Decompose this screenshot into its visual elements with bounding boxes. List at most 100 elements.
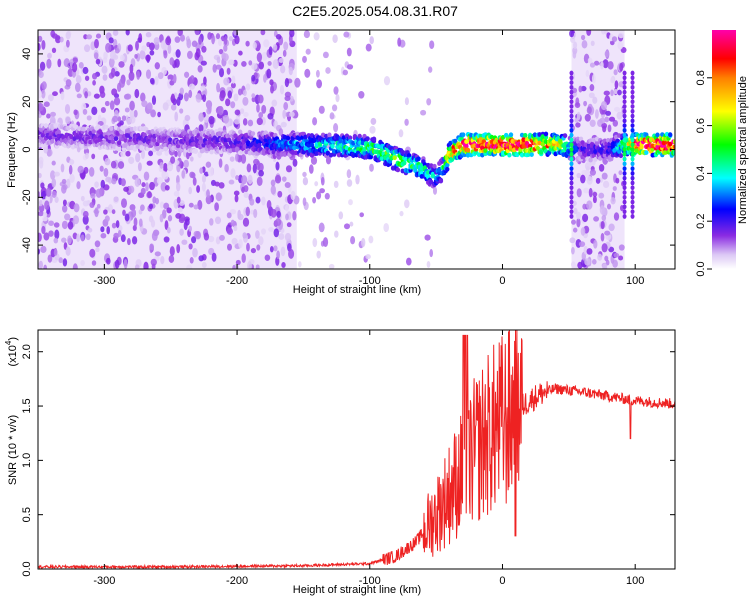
noise-speckle bbox=[258, 236, 264, 246]
edge-streak-point bbox=[569, 108, 574, 114]
y-tick-label: 0 bbox=[21, 146, 33, 152]
noise-speckle bbox=[222, 114, 230, 124]
noise-speckle bbox=[38, 70, 44, 79]
noise-speckle bbox=[80, 234, 85, 242]
noise-speckle bbox=[106, 257, 111, 265]
noise-speckle bbox=[589, 62, 596, 68]
noise-speckle bbox=[261, 51, 268, 61]
noise-speckle bbox=[198, 112, 204, 122]
noise-speckle bbox=[168, 255, 175, 263]
noise-speckle bbox=[237, 88, 243, 96]
edge-streak-point bbox=[622, 204, 627, 210]
noise-speckle bbox=[594, 109, 599, 119]
noise-speckle bbox=[426, 260, 431, 268]
noise-speckle bbox=[188, 225, 193, 232]
edge-streak-point bbox=[569, 161, 574, 167]
noise-speckle bbox=[41, 225, 46, 235]
noise-speckle bbox=[602, 180, 610, 189]
noise-speckle bbox=[104, 157, 111, 166]
noise-speckle bbox=[216, 56, 221, 64]
noise-speckle bbox=[237, 213, 244, 221]
noise-speckle bbox=[275, 34, 282, 40]
noise-speckle bbox=[243, 111, 249, 118]
noise-speckle bbox=[273, 245, 278, 252]
noise-speckle bbox=[355, 174, 360, 185]
noise-speckle bbox=[235, 259, 241, 265]
noise-speckle bbox=[228, 179, 235, 185]
ridge-point bbox=[207, 137, 213, 142]
edge-streak-point bbox=[630, 104, 635, 109]
edge-streak-point bbox=[569, 156, 574, 162]
noise-speckle bbox=[270, 185, 276, 195]
noise-speckle bbox=[46, 148, 53, 157]
noise-speckle bbox=[80, 195, 85, 202]
noise-speckle bbox=[574, 102, 581, 108]
edge-streak-point bbox=[622, 80, 627, 85]
noise-speckle bbox=[53, 248, 58, 256]
edge-streak-point bbox=[569, 94, 574, 100]
noise-speckle bbox=[46, 58, 52, 69]
noise-speckle bbox=[154, 75, 159, 86]
noise-speckle bbox=[146, 102, 153, 113]
noise-speckle bbox=[358, 91, 365, 99]
noise-speckle bbox=[157, 111, 161, 118]
noise-speckle bbox=[137, 37, 142, 43]
noise-speckle bbox=[121, 115, 127, 122]
noise-speckle bbox=[256, 117, 263, 126]
y-tick-label: 20 bbox=[21, 96, 33, 108]
noise-speckle bbox=[586, 30, 592, 36]
noise-speckle bbox=[95, 188, 102, 198]
noise-speckle bbox=[614, 106, 621, 112]
noise-speckle bbox=[141, 100, 148, 108]
noise-speckle bbox=[156, 176, 164, 185]
ridge-point bbox=[483, 148, 488, 154]
noise-speckle bbox=[145, 31, 152, 38]
noise-speckle bbox=[165, 36, 172, 46]
noise-speckle bbox=[279, 84, 285, 95]
ridge-point bbox=[163, 146, 168, 152]
noise-speckle bbox=[104, 100, 110, 107]
y-tick-label: 2.0 bbox=[21, 344, 33, 359]
noise-speckle bbox=[94, 38, 99, 49]
noise-speckle bbox=[312, 196, 317, 204]
edge-streak-point bbox=[622, 108, 627, 114]
ridge-point bbox=[104, 124, 109, 130]
noise-speckle bbox=[120, 178, 126, 187]
noise-speckle bbox=[38, 260, 44, 269]
noise-speckle bbox=[43, 232, 50, 241]
noise-speckle bbox=[198, 255, 204, 262]
ridge-point bbox=[507, 152, 512, 158]
ridge-point bbox=[182, 130, 187, 136]
ridge-point bbox=[650, 143, 655, 149]
noise-speckle bbox=[269, 79, 274, 86]
noise-speckle bbox=[141, 182, 146, 188]
ridge-point bbox=[69, 134, 74, 140]
noise-speckle bbox=[256, 176, 263, 186]
ridge-point bbox=[336, 152, 342, 158]
noise-speckle bbox=[398, 129, 404, 138]
noise-speckle bbox=[420, 109, 427, 116]
edge-streak-point bbox=[569, 214, 574, 219]
noise-speckle bbox=[191, 236, 197, 244]
noise-speckle bbox=[57, 58, 62, 68]
noise-speckle bbox=[62, 199, 67, 206]
noise-speckle bbox=[302, 55, 307, 63]
noise-speckle bbox=[114, 47, 120, 54]
noise-speckle bbox=[94, 181, 99, 188]
edge-streak-point bbox=[630, 147, 635, 152]
ridge-point bbox=[209, 146, 214, 152]
edge-streak-point bbox=[622, 147, 627, 152]
noise-speckle bbox=[115, 220, 120, 229]
noise-speckle bbox=[335, 93, 340, 103]
edge-streak-point bbox=[630, 89, 635, 95]
noise-speckle bbox=[172, 73, 177, 84]
noise-speckle bbox=[242, 118, 248, 126]
noise-speckle bbox=[62, 258, 68, 267]
noise-speckle bbox=[238, 50, 243, 56]
ridge-point bbox=[234, 146, 240, 152]
ridge-point bbox=[117, 146, 122, 152]
noise-speckle bbox=[178, 217, 185, 224]
edge-streak-point bbox=[622, 151, 627, 157]
noise-speckle bbox=[266, 199, 272, 210]
edge-streak-point bbox=[569, 99, 574, 105]
